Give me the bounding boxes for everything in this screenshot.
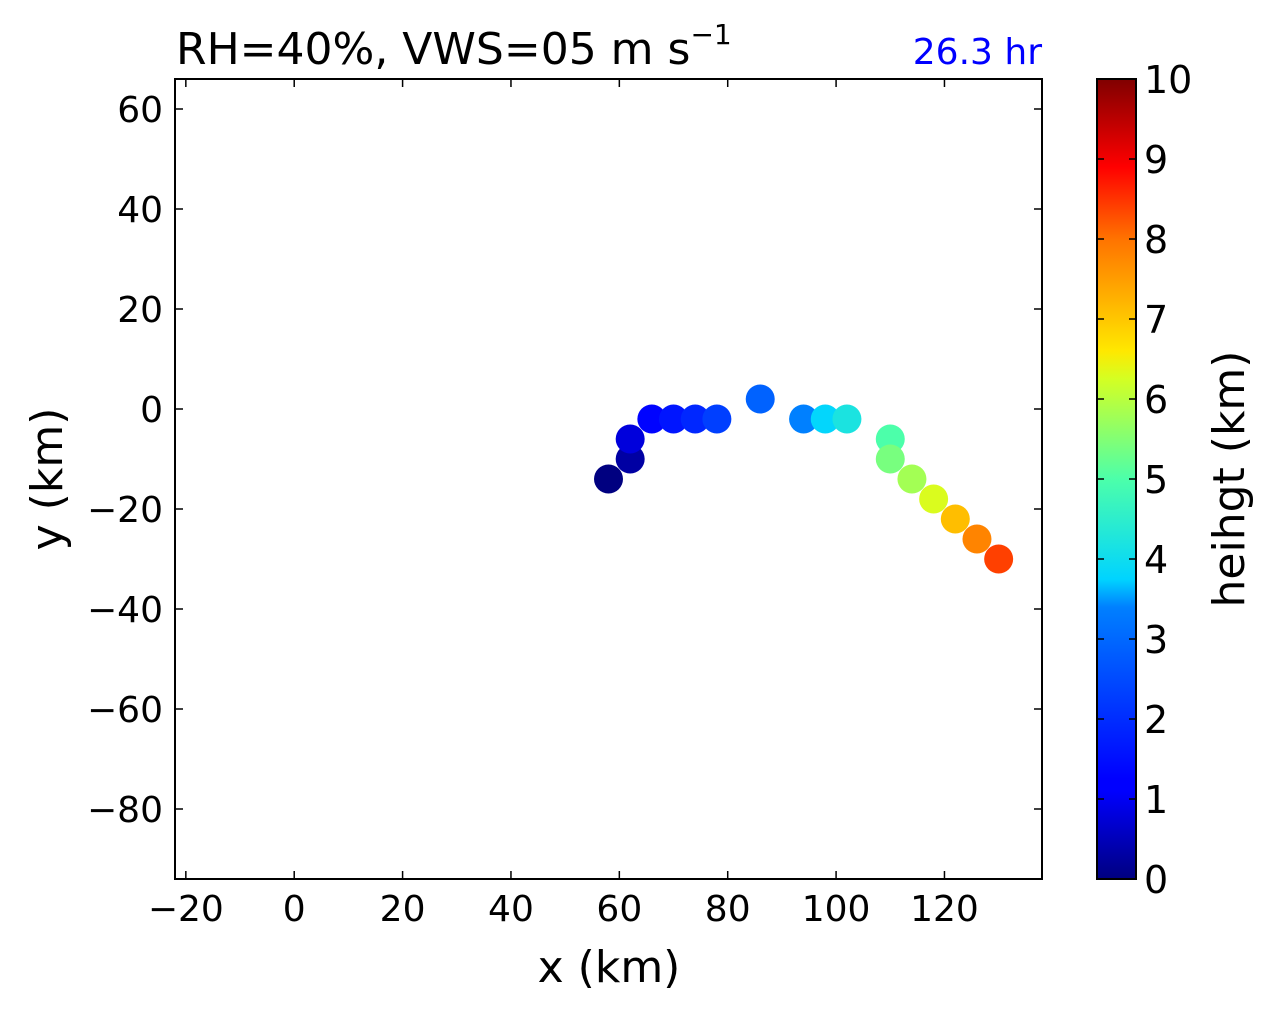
colorbar-tick-label: 4 [1144, 538, 1168, 582]
scatter-point [875, 444, 905, 474]
y-tick-label: 40 [117, 190, 163, 231]
scatter-point [962, 524, 992, 554]
colorbar-tick-label: 9 [1144, 138, 1168, 182]
x-tick-label: 80 [705, 889, 751, 930]
scatter-point [919, 484, 949, 514]
y-tick-label: 20 [117, 290, 163, 331]
scatter-point [637, 404, 667, 434]
y-tick-label: −80 [87, 790, 163, 831]
chart-title: RH=40%, VWS=05 m s−1 [176, 18, 732, 75]
colorbar-tick-label: 8 [1144, 218, 1168, 262]
scatter-points [594, 384, 1014, 574]
scatter-point [594, 464, 623, 494]
plot-frame [174, 78, 1043, 880]
colorbar-label: heihgt (km) [1204, 351, 1255, 608]
colorbar-tick-label: 3 [1144, 618, 1168, 662]
colorbar-tick-label: 0 [1144, 858, 1168, 902]
y-axis-ticks: −80 −60 −40 −20 0 20 40 60 [87, 90, 1042, 831]
x-tick-label: 120 [910, 889, 979, 930]
x-tick-label: 60 [596, 889, 642, 930]
scatter-point [897, 464, 927, 494]
x-axis-label: x (km) [538, 942, 681, 993]
scatter-point [940, 504, 970, 534]
scatter-point [832, 404, 862, 434]
scatter-point [615, 424, 645, 454]
x-axis-ticks: −20 0 20 40 60 80 100 120 [148, 79, 979, 930]
scatter-point [789, 404, 819, 434]
scatter-point [745, 384, 775, 414]
scatter-point [680, 404, 710, 434]
x-tick-label: 0 [283, 889, 306, 930]
y-tick-label: 0 [140, 390, 163, 431]
colorbar-tick-label: 10 [1144, 58, 1192, 102]
x-tick-label: 100 [802, 889, 871, 930]
time-label: 26.3 hr [913, 32, 1042, 73]
x-tick-label: 40 [488, 889, 534, 930]
scatter-point [984, 544, 1014, 574]
y-tick-label: −60 [87, 690, 163, 731]
scatter-point [875, 424, 905, 454]
colorbar-tick-label: 5 [1144, 458, 1168, 502]
scatter-point [810, 404, 840, 434]
plot-area: −20 0 20 40 60 80 100 120 −80 −60 −40 −20 0 20 40 60 [87, 78, 1043, 930]
colorbar-ticks: 0 1 2 3 4 5 6 7 8 9 10 [1097, 58, 1192, 902]
x-tick-label: −20 [148, 889, 224, 930]
y-tick-label: −20 [87, 490, 163, 531]
scatter-point [615, 444, 645, 474]
colorbar: 0 1 2 3 4 5 6 7 8 9 10 heihgt (km) [1096, 58, 1255, 902]
y-tick-label: −40 [87, 590, 163, 631]
y-tick-label: 60 [117, 90, 163, 131]
x-tick-label: 20 [380, 889, 426, 930]
y-axis-label: y (km) [22, 408, 73, 551]
colorbar-tick-label: 1 [1144, 778, 1168, 822]
colorbar-tick-label: 2 [1144, 698, 1168, 742]
colorbar-tick-label: 7 [1144, 298, 1168, 342]
title-superscript: −1 [690, 18, 731, 51]
scatter-point [702, 404, 732, 434]
scatter-point [659, 404, 689, 434]
colorbar-tick-label: 6 [1144, 378, 1168, 422]
